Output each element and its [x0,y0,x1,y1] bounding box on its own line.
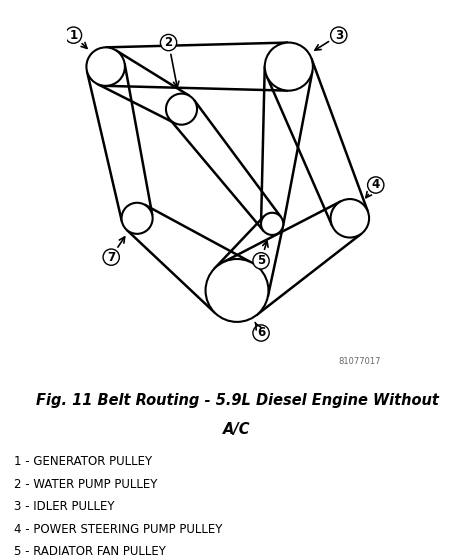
Text: 6: 6 [257,326,265,340]
Circle shape [65,27,82,43]
Circle shape [86,47,125,86]
Circle shape [261,213,283,235]
Text: 81077017: 81077017 [339,357,381,366]
Text: 1: 1 [69,29,78,42]
Circle shape [330,199,369,238]
Text: A/C: A/C [223,422,251,437]
Circle shape [103,249,119,265]
Text: Fig. 11 Belt Routing - 5.9L Diesel Engine Without: Fig. 11 Belt Routing - 5.9L Diesel Engin… [36,393,438,408]
Text: 5: 5 [257,254,265,268]
Text: 3: 3 [335,29,343,42]
Text: 5 - RADIATOR FAN PULLEY: 5 - RADIATOR FAN PULLEY [14,545,166,555]
Circle shape [265,43,313,90]
Text: 3 - IDLER PULLEY: 3 - IDLER PULLEY [14,500,115,513]
Circle shape [166,94,197,125]
Circle shape [368,177,384,193]
Text: 1 - GENERATOR PULLEY: 1 - GENERATOR PULLEY [14,455,152,468]
Text: 4: 4 [372,179,380,191]
Circle shape [253,253,269,269]
Text: 7: 7 [107,251,115,264]
Text: 4 - POWER STEERING PUMP PULLEY: 4 - POWER STEERING PUMP PULLEY [14,523,223,536]
Text: 2: 2 [164,36,173,49]
Circle shape [330,27,347,43]
Circle shape [160,34,177,51]
Circle shape [121,203,153,234]
Text: 2 - WATER PUMP PULLEY: 2 - WATER PUMP PULLEY [14,477,157,491]
Circle shape [206,259,268,322]
Circle shape [253,325,269,341]
